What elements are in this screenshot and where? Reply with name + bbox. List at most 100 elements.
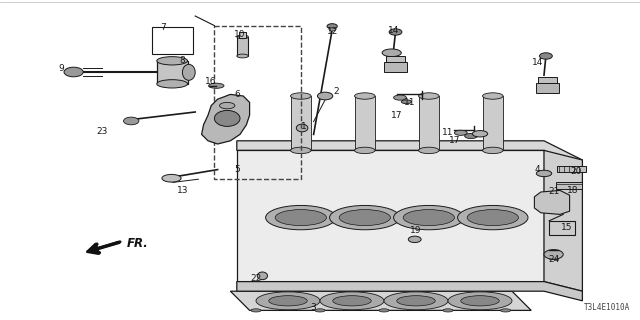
Ellipse shape — [330, 205, 400, 230]
Text: 18: 18 — [567, 186, 579, 195]
Polygon shape — [237, 282, 582, 301]
Ellipse shape — [257, 272, 268, 280]
Text: 15: 15 — [561, 223, 572, 232]
Ellipse shape — [467, 210, 518, 226]
Ellipse shape — [317, 92, 333, 100]
Bar — [214, 26, 301, 179]
Ellipse shape — [536, 170, 552, 177]
Text: 3: 3 — [311, 303, 316, 312]
Text: 17: 17 — [391, 111, 403, 120]
Ellipse shape — [275, 210, 326, 226]
Ellipse shape — [408, 236, 421, 243]
Ellipse shape — [483, 93, 503, 99]
Bar — [557, 166, 586, 172]
Bar — [556, 182, 582, 189]
Ellipse shape — [448, 292, 512, 310]
Ellipse shape — [355, 147, 375, 154]
Bar — [536, 83, 559, 93]
Text: 6: 6 — [234, 90, 239, 99]
Ellipse shape — [237, 54, 248, 58]
Ellipse shape — [333, 296, 371, 306]
Text: 2: 2 — [333, 87, 339, 96]
Ellipse shape — [403, 210, 454, 226]
Ellipse shape — [256, 292, 320, 310]
Bar — [152, 27, 193, 54]
Bar — [386, 56, 405, 62]
Ellipse shape — [394, 95, 406, 100]
Ellipse shape — [419, 147, 439, 154]
Ellipse shape — [315, 309, 325, 312]
Bar — [419, 96, 439, 150]
Ellipse shape — [209, 83, 224, 88]
Text: 21: 21 — [548, 188, 559, 196]
Ellipse shape — [291, 147, 311, 154]
Text: 4: 4 — [535, 165, 540, 174]
Ellipse shape — [483, 147, 503, 154]
Ellipse shape — [465, 133, 477, 139]
Text: T3L4E1010A: T3L4E1010A — [584, 303, 630, 312]
Ellipse shape — [401, 100, 412, 104]
Text: 5: 5 — [234, 165, 239, 174]
Text: 23: 23 — [97, 127, 108, 136]
Bar — [157, 61, 188, 84]
Text: 16: 16 — [205, 77, 217, 86]
Text: 19: 19 — [410, 226, 422, 235]
Ellipse shape — [379, 309, 389, 312]
Ellipse shape — [296, 124, 308, 132]
Text: 17: 17 — [449, 136, 460, 145]
Text: 11: 11 — [442, 128, 454, 137]
Ellipse shape — [382, 49, 401, 57]
Ellipse shape — [220, 102, 235, 109]
Text: 14: 14 — [532, 58, 543, 67]
Text: 9: 9 — [58, 64, 63, 73]
Ellipse shape — [458, 205, 528, 230]
Ellipse shape — [291, 93, 311, 99]
Ellipse shape — [329, 28, 335, 31]
Ellipse shape — [355, 93, 375, 99]
Polygon shape — [237, 141, 582, 170]
Ellipse shape — [327, 24, 337, 29]
Ellipse shape — [540, 53, 552, 59]
Text: 12: 12 — [327, 28, 339, 36]
Text: 11: 11 — [404, 98, 415, 107]
Text: 24: 24 — [548, 255, 559, 264]
Ellipse shape — [339, 210, 390, 226]
Text: 7: 7 — [161, 23, 166, 32]
Bar — [538, 77, 557, 83]
Ellipse shape — [162, 174, 181, 182]
Text: 1: 1 — [301, 122, 307, 131]
Bar — [384, 62, 407, 72]
Ellipse shape — [500, 309, 511, 312]
Ellipse shape — [269, 296, 307, 306]
Ellipse shape — [266, 205, 336, 230]
Ellipse shape — [124, 117, 139, 125]
Text: 10: 10 — [234, 30, 246, 39]
Polygon shape — [230, 291, 531, 310]
Bar — [237, 37, 248, 56]
Ellipse shape — [443, 309, 453, 312]
Bar — [549, 221, 575, 235]
Polygon shape — [534, 190, 570, 214]
Polygon shape — [202, 94, 250, 144]
Bar — [355, 96, 375, 150]
Bar — [483, 96, 503, 150]
Ellipse shape — [472, 131, 488, 137]
Ellipse shape — [461, 296, 499, 306]
Ellipse shape — [214, 110, 240, 126]
Ellipse shape — [394, 205, 464, 230]
Ellipse shape — [182, 64, 195, 80]
Ellipse shape — [397, 296, 435, 306]
Bar — [239, 32, 246, 38]
Ellipse shape — [157, 57, 188, 65]
Ellipse shape — [384, 292, 448, 310]
Ellipse shape — [544, 250, 563, 259]
Ellipse shape — [157, 80, 188, 88]
Text: 13: 13 — [177, 186, 188, 195]
Text: 22: 22 — [250, 274, 262, 283]
Text: FR.: FR. — [127, 237, 148, 250]
Ellipse shape — [237, 35, 248, 39]
Ellipse shape — [419, 93, 439, 99]
Text: 8: 8 — [180, 56, 185, 65]
Bar — [291, 96, 311, 150]
Polygon shape — [237, 150, 544, 282]
